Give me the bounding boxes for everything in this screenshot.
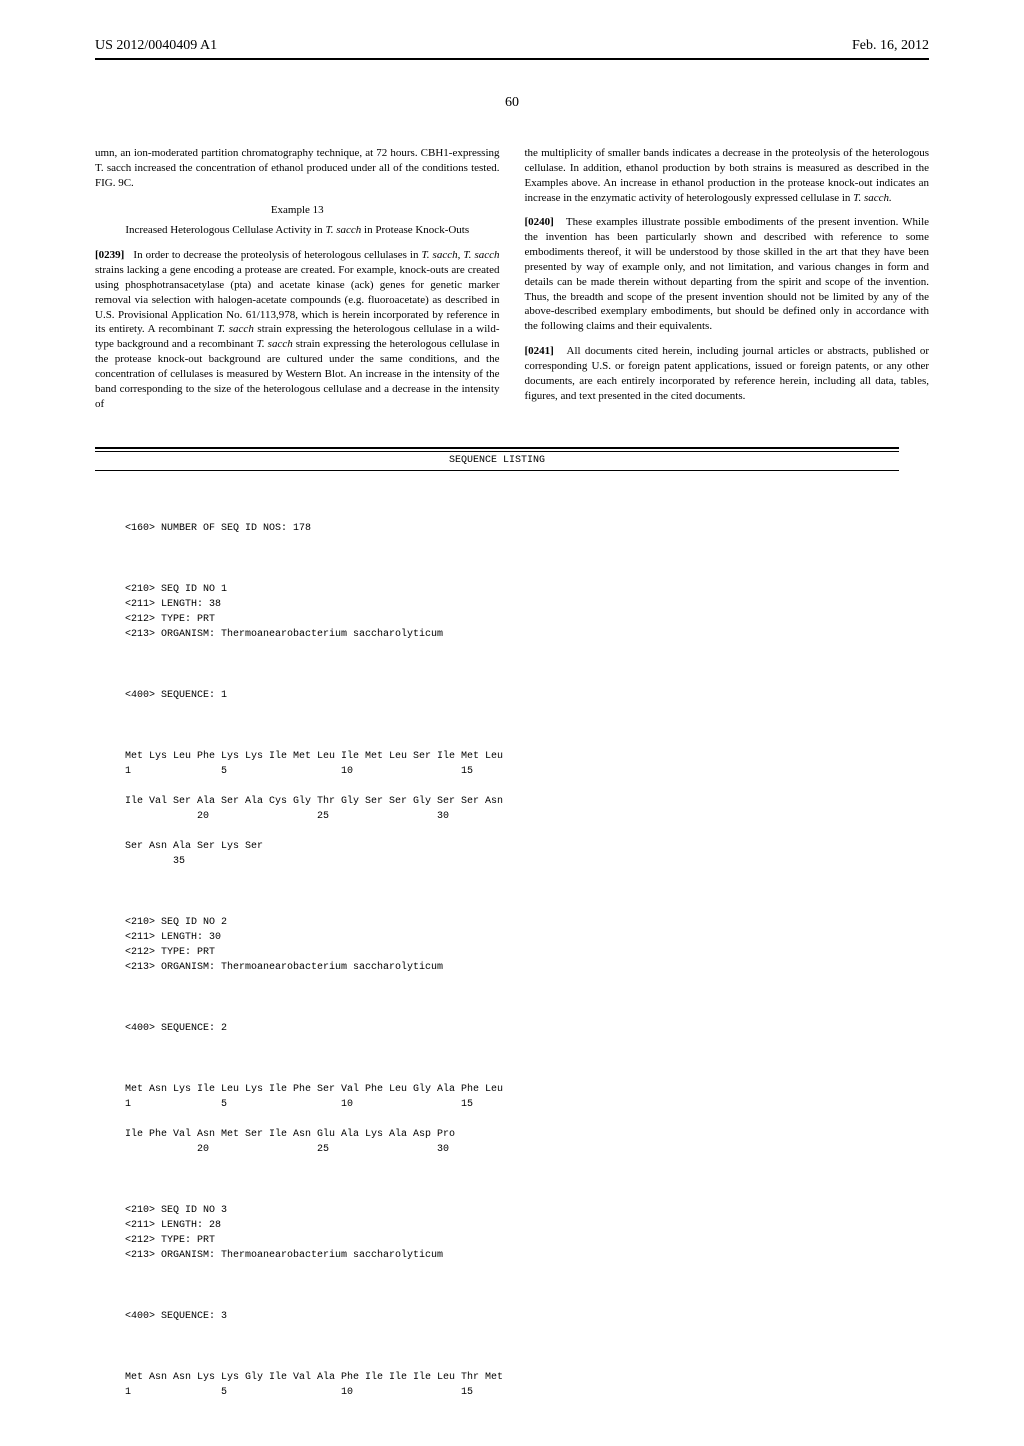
paragraph-continuation-right: the multiplicity of smaller bands indica… (525, 146, 930, 205)
para-number-0240: [0240] (525, 216, 554, 228)
publication-date: Feb. 16, 2012 (852, 38, 929, 54)
seq3-label: <400> SEQUENCE: 3 (125, 1309, 899, 1324)
seq2-data: Met Asn Lys Ile Leu Lys Ile Phe Ser Val … (125, 1082, 899, 1157)
seq1-label: <400> SEQUENCE: 1 (125, 688, 899, 703)
para-number-0241: [0241] (525, 345, 554, 357)
seq1-metadata: <210> SEQ ID NO 1 <211> LENGTH: 38 <212>… (125, 582, 899, 642)
seq1-data: Met Lys Leu Phe Lys Lys Ile Met Leu Ile … (125, 749, 899, 869)
para-number-0239: [0239] (95, 249, 124, 261)
paragraph-0239: [0239] In order to decrease the proteoly… (95, 248, 500, 411)
right-column: the multiplicity of smaller bands indica… (525, 146, 930, 422)
paragraph-0241: [0241] All documents cited herein, inclu… (525, 344, 930, 403)
page-header: US 2012/0040409 A1 Feb. 16, 2012 (95, 38, 929, 54)
paragraph-continuation: umn, an ion-moderated partition chromato… (95, 146, 500, 191)
sequence-divider-top (95, 447, 899, 452)
header-divider (95, 58, 929, 60)
seq2-label: <400> SEQUENCE: 2 (125, 1021, 899, 1036)
example-title: Increased Heterologous Cellulase Activit… (95, 223, 500, 238)
sequence-divider-bottom (95, 470, 899, 471)
paragraph-0240: [0240] These examples illustrate possibl… (525, 215, 930, 334)
seq3-metadata: <210> SEQ ID NO 3 <211> LENGTH: 28 <212>… (125, 1203, 899, 1263)
seq-count: <160> NUMBER OF SEQ ID NOS: 178 (125, 521, 899, 536)
seq2-metadata: <210> SEQ ID NO 2 <211> LENGTH: 30 <212>… (125, 915, 899, 975)
sequence-listing-section: SEQUENCE LISTING <160> NUMBER OF SEQ ID … (95, 447, 929, 1446)
page-number: 60 (95, 95, 929, 111)
publication-number: US 2012/0040409 A1 (95, 38, 217, 54)
left-column: umn, an ion-moderated partition chromato… (95, 146, 500, 422)
two-column-layout: umn, an ion-moderated partition chromato… (95, 146, 929, 422)
seq3-data: Met Asn Asn Lys Lys Gly Ile Val Ala Phe … (125, 1370, 899, 1400)
sequence-content: <160> NUMBER OF SEQ ID NOS: 178 <210> SE… (95, 491, 899, 1446)
sequence-listing-title: SEQUENCE LISTING (95, 455, 899, 466)
example-heading: Example 13 (95, 203, 500, 218)
